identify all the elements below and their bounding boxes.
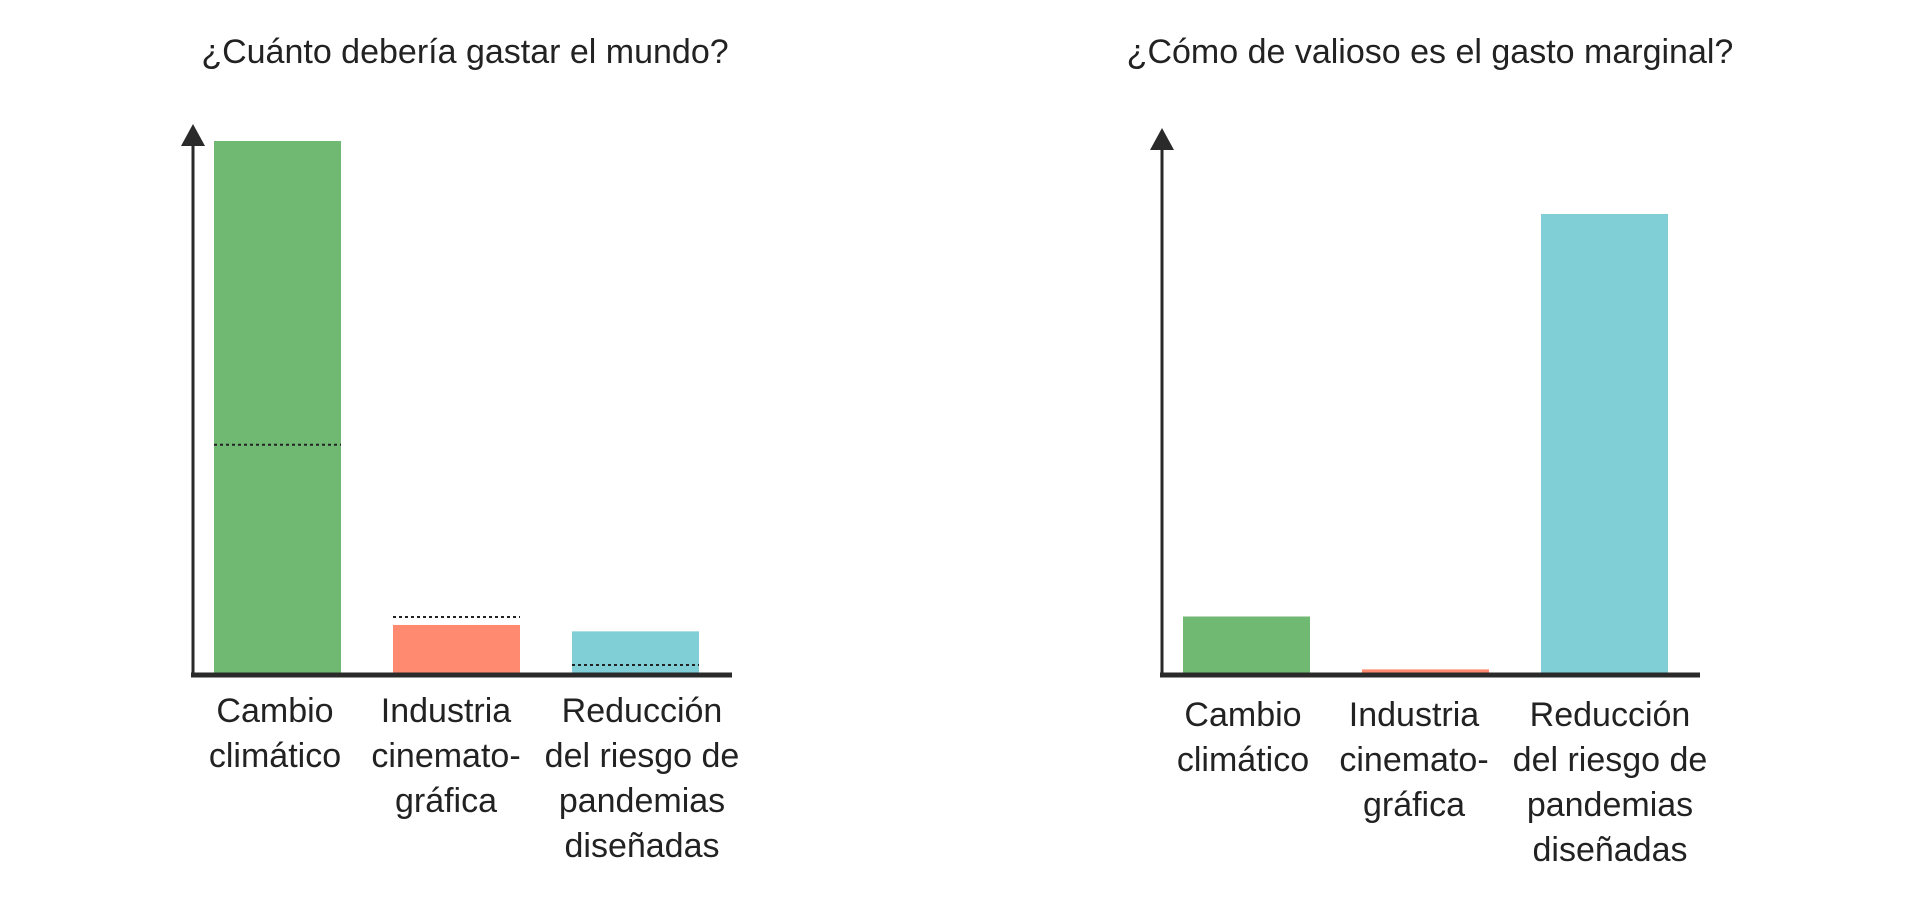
chart-title: ¿Cómo de valioso es el gasto marginal? [1127,33,1734,71]
category-label-line: Industria [1349,696,1479,734]
bar-3 [572,631,699,674]
category-label-line: Industria [381,692,511,730]
category-label-line: pandemias [1527,786,1693,824]
y-axis-arrow [1150,128,1174,150]
category-label-line: climático [209,737,341,775]
category-label-1: Cambio climático [209,692,341,775]
bar-1 [214,141,341,674]
category-label-line: pandemias [559,782,725,820]
category-label-line: del riesgo de [1513,741,1708,779]
category-label-line: gráfica [1363,786,1465,824]
chart-title: ¿Cuánto debería gastar el mundo? [201,33,728,71]
chart-panel-how-much-spend: ¿Cuánto debería gastar el mundo? Cambio c… [181,33,739,865]
category-label-line: gráfica [395,782,497,820]
category-label-2: Industria cinemato-gráfica [1339,696,1488,824]
bar-2 [1362,669,1489,674]
category-label-3: Reducción del riesgo de pandemias diseñadas [545,692,740,865]
category-label-3: Reducción del riesgo de pandemias diseñadas [1513,696,1708,869]
category-label-line: Reducción [1530,696,1691,734]
category-label-line: diseñadas [1532,831,1687,869]
category-label-line: climático [1177,741,1309,779]
category-label-1: Cambio climático [1177,696,1309,779]
category-label-2: Industria cinemato-gráfica [371,692,520,820]
category-label-line: Cambio [216,692,333,730]
category-label-line: cinemato- [371,737,520,775]
category-label-line: Reducción [562,692,723,730]
category-label-line: del riesgo de [545,737,740,775]
category-label-line: cinemato- [1339,741,1488,779]
bar-1 [1183,616,1310,674]
category-label-line: diseñadas [564,827,719,865]
y-axis-arrow [181,124,205,146]
chart-panel-marginal-value: ¿Cómo de valioso es el gasto marginal? C… [1127,33,1734,869]
bar-3 [1541,214,1668,674]
bar-2 [393,624,520,674]
category-label-line: Cambio [1184,696,1301,734]
